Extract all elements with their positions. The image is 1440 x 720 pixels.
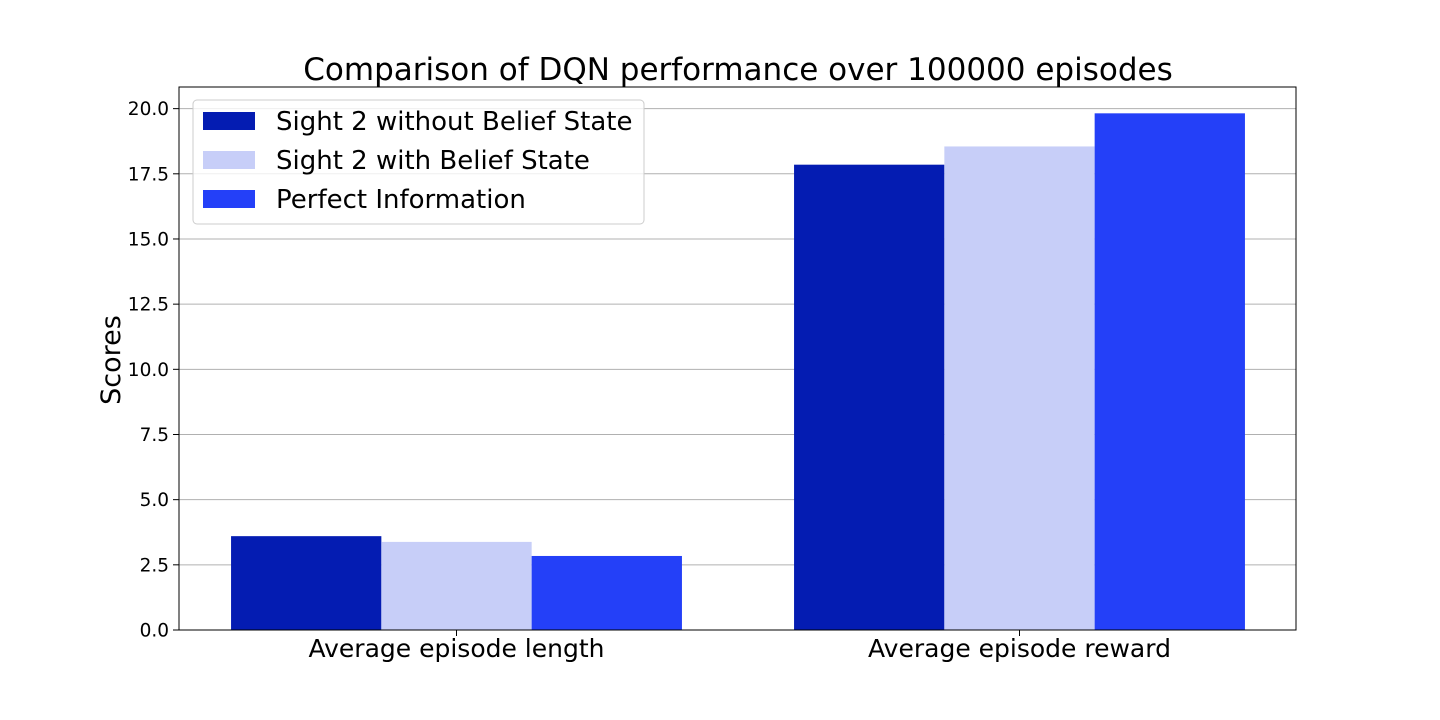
y-tick-label: 12.5: [128, 295, 169, 316]
legend-label: Sight 2 with Belief State: [276, 146, 590, 176]
legend-swatch: [203, 190, 255, 208]
x-tick-label: Average episode length: [308, 634, 604, 663]
bar: [231, 536, 382, 630]
y-tick-label: 17.5: [128, 164, 169, 185]
legend-label: Sight 2 without Belief State: [276, 107, 633, 137]
y-tick-label: 10.0: [128, 360, 169, 381]
y-tick-label: 2.5: [140, 555, 169, 576]
y-tick-label: 15.0: [128, 229, 169, 250]
y-tick-label: 20.0: [128, 99, 169, 120]
bars: [231, 113, 1245, 630]
bar: [944, 146, 1095, 630]
bar: [1094, 113, 1245, 630]
legend: Sight 2 without Belief State Sight 2 with…: [192, 99, 645, 225]
y-tick-label: 0.0: [140, 621, 169, 642]
legend-box: [192, 99, 645, 225]
bar: [794, 164, 945, 630]
y-tick-label: 7.5: [140, 425, 169, 446]
x-tick-label: Average episode reward: [868, 634, 1171, 663]
y-tick-label: 5.0: [140, 490, 169, 511]
legend-label: Perfect Information: [276, 185, 526, 215]
chart-title: Comparison of DQN performance over 10000…: [303, 52, 1172, 88]
y-axis-ticks: 0.0 2.5 5.0 7.5 10.0 12.5 15.0 17.5 20.0: [128, 99, 179, 642]
bar: [531, 555, 682, 630]
x-axis-ticks: Average episode length Average episode re…: [308, 630, 1171, 663]
y-axis-label: Scores: [96, 315, 127, 405]
plot-frame: [178, 86, 1297, 631]
legend-swatch: [203, 151, 255, 169]
bar: [381, 541, 532, 630]
legend-swatch: [203, 112, 255, 130]
